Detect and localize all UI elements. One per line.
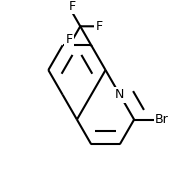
Text: F: F <box>69 0 76 13</box>
Text: Br: Br <box>155 113 169 126</box>
Text: N: N <box>115 88 125 101</box>
Text: F: F <box>65 33 73 46</box>
Text: F: F <box>96 20 103 33</box>
